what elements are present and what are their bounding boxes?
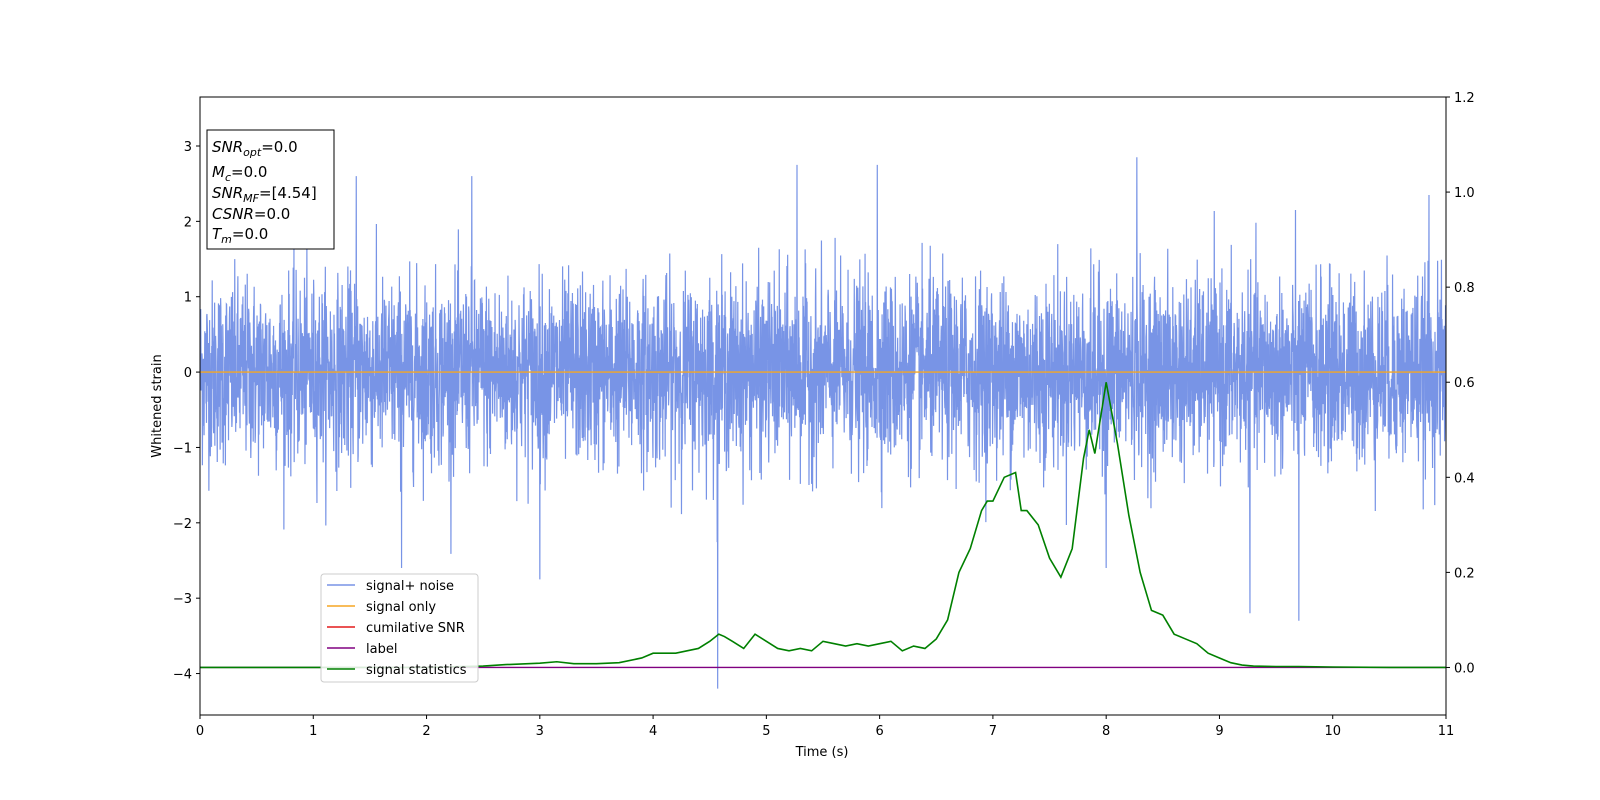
y2-tick-label: 1.0 [1454,186,1475,201]
legend: signal+ noise signal only cumilative SNR la… [320,573,479,683]
y-axis-title: Whitened strain [150,354,165,457]
y2-tick-label: 0.6 [1454,376,1475,391]
x-tick-label: 0 [196,724,204,739]
x-tick-label: 1 [309,724,317,739]
x-tick-label: 9 [1215,724,1223,739]
y2-tick-label: 1.2 [1454,91,1475,106]
y-axis-left: −4 −3 −2 −1 0 1 2 3 [173,140,200,683]
x-tick-label: 5 [762,724,770,739]
info-tm: Tm=0.0 [212,225,268,246]
y-tick-label: 3 [184,140,192,155]
x-tick-label: 11 [1438,724,1455,739]
legend-label: label [366,642,397,657]
series-signal-noise-line [200,157,1446,689]
y-tick-label: −2 [173,517,192,532]
x-axis-title: Time (s) [795,745,849,760]
y-tick-label: −3 [173,592,192,607]
series-signal-statistics-line [200,382,1446,669]
info-snr-mf: SNRMF=[4.54] [212,184,317,205]
info-snr-opt: SNRopt=0.0 [212,138,298,159]
info-csnr: CSNR=0.0 [212,205,290,223]
legend-label: signal only [366,600,436,615]
y-axis-right: 0.0 0.2 0.4 0.6 0.8 1.0 1.2 [1446,91,1475,676]
y-tick-label: 0 [184,366,192,381]
y-tick-label: 2 [184,215,192,230]
x-tick-label: 2 [422,724,430,739]
info-mc: Mc=0.0 [212,163,267,184]
y2-tick-label: 0.0 [1454,661,1475,676]
legend-label: cumilative SNR [366,621,465,636]
y2-tick-label: 0.8 [1454,281,1475,296]
y2-tick-label: 0.4 [1454,471,1475,486]
legend-label: signal statistics [366,663,467,678]
x-axis: 0 1 2 3 4 5 6 7 8 9 10 11 [196,715,1454,739]
x-tick-label: 6 [875,724,883,739]
x-tick-label: 3 [536,724,544,739]
y-tick-label: −4 [173,668,192,683]
y2-tick-label: 0.2 [1454,566,1475,581]
signal-noise-series [200,157,1446,689]
x-tick-label: 4 [649,724,657,739]
x-tick-label: 7 [989,724,997,739]
info-box: SNRopt=0.0 Mc=0.0 SNRMF=[4.54] CSNR=0.0 … [206,129,335,250]
y-tick-label: 1 [184,291,192,306]
legend-label: signal+ noise [366,579,454,594]
plot-frame [199,96,1447,716]
x-tick-label: 8 [1102,724,1110,739]
y-tick-label: −1 [173,441,192,456]
x-tick-label: 10 [1324,724,1341,739]
